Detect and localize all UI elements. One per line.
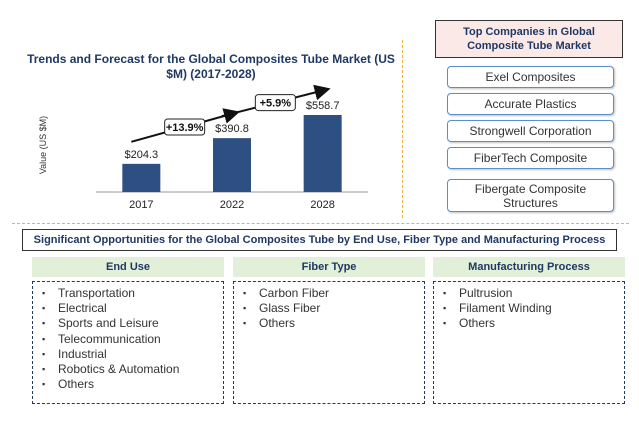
manufacturing-process-item: Filament Winding	[440, 301, 618, 316]
end-use-item: Others	[39, 377, 217, 392]
manufacturing-process-list-box: Pultrusion Filament Winding Others	[433, 281, 625, 404]
fiber-type-list-box: Carbon Fiber Glass Fiber Others	[233, 281, 425, 404]
end-use-list-box: Transportation Electrical Sports and Lei…	[32, 281, 224, 404]
company-fibergate-composite-structures: Fibergate Composite Structures	[447, 179, 614, 212]
company-accurate-plastics: Accurate Plastics	[447, 93, 614, 115]
data-label-2022: $390.8	[215, 123, 249, 135]
growth-badge-2	[254, 94, 296, 112]
companies-header: Top Companies in Global Composite Tube M…	[435, 20, 623, 58]
x-tick-label-2017: 2017	[129, 199, 153, 211]
bar-2022	[213, 138, 251, 192]
x-tick-label-2028: 2028	[310, 199, 334, 211]
data-label-2028: $558.7	[306, 100, 340, 112]
bar-chart: Value (US $M) $204.3 2017 $390.8 2022 $558.7 2…	[38, 84, 368, 211]
growth-label-1: +13.9%	[166, 122, 204, 134]
end-use-header: End Use	[32, 257, 224, 277]
manufacturing-process-header: Manufacturing Process	[433, 257, 625, 277]
end-use-item: Telecommunication	[39, 332, 217, 347]
company-exel-composites: Exel Composites	[447, 66, 614, 88]
fiber-type-item: Glass Fiber	[240, 301, 418, 316]
end-use-item: Electrical	[39, 301, 217, 316]
fiber-type-item: Others	[240, 316, 418, 331]
bar-2017	[122, 163, 161, 192]
manufacturing-process-item: Others	[440, 316, 618, 331]
fiber-type-header: Fiber Type	[233, 257, 425, 277]
vertical-divider	[402, 40, 403, 218]
horizontal-divider	[12, 223, 629, 224]
opportunities-title: Significant Opportunities for the Global…	[22, 229, 617, 251]
company-fibertech-composite: FiberTech Composite	[447, 147, 614, 169]
growth-badge-1	[164, 118, 206, 136]
y-axis-label: Value (US $M)	[38, 116, 48, 174]
end-use-item: Industrial	[39, 347, 217, 362]
end-use-item: Sports and Leisure	[39, 316, 217, 331]
manufacturing-process-item: Pultrusion	[440, 286, 618, 301]
fiber-type-item: Carbon Fiber	[240, 286, 418, 301]
bar-2028	[303, 115, 342, 192]
company-strongwell-corporation: Strongwell Corporation	[447, 120, 614, 142]
growth-label-2: +5.9%	[260, 98, 292, 110]
end-use-item: Transportation	[39, 286, 217, 301]
chart-title: Trends and Forecast for the Global Compo…	[27, 52, 395, 81]
end-use-item: Robotics & Automation	[39, 362, 217, 377]
x-tick-label-2022: 2022	[220, 199, 244, 211]
data-label-2017: $204.3	[125, 149, 159, 161]
